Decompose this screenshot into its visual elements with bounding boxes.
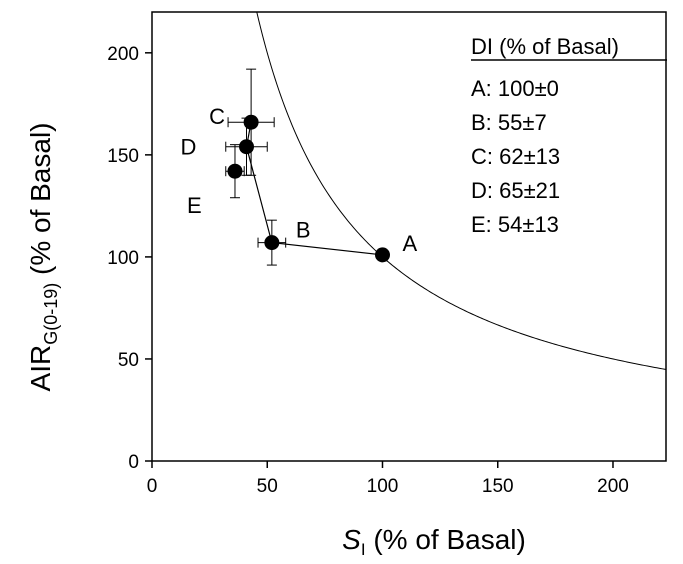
x-axis-title-main: S — [342, 524, 361, 555]
legend-entry-d: D: 65±21 — [471, 178, 560, 203]
y-tick-label: 50 — [118, 350, 139, 371]
y-tick-label: 100 — [107, 248, 139, 269]
legend-entry-a: A: 100±0 — [471, 76, 559, 101]
y-axis-title-main: AIR — [25, 345, 56, 392]
tick-label-layer: 0 50 100 150 200 0 50 100 150 200 — [107, 44, 629, 497]
x-tick-label: 200 — [597, 476, 629, 497]
y-axis-title-rest: (% of Basal) — [25, 123, 56, 283]
y-axis-title-subscript: G(0-19) — [41, 283, 61, 345]
x-tick-label: 0 — [147, 476, 158, 497]
connecting-line-layer — [245, 122, 383, 256]
data-point-d — [239, 139, 255, 155]
point-label-a: A — [402, 231, 417, 256]
data-point-b — [264, 235, 280, 251]
x-tick-label: 100 — [367, 476, 399, 497]
connecting-line — [245, 122, 383, 256]
x-tick-label: 150 — [482, 476, 514, 497]
axis-layer — [145, 11, 667, 468]
y-tick-label: 0 — [128, 452, 139, 473]
y-axis-title: AIRG(0-19) (% of Basal) — [25, 123, 61, 392]
data-point-a — [374, 247, 390, 263]
x-tick-label: 50 — [257, 476, 278, 497]
legend-entry-c: C: 62±13 — [471, 144, 560, 169]
x-axis-title-subscript: I — [361, 540, 366, 559]
data-point-c — [243, 114, 259, 130]
x-axis-title: SI (% of Basal) — [342, 524, 526, 559]
curve-layer — [256, 11, 667, 370]
point-label-c: C — [209, 104, 225, 129]
y-tick-label: 200 — [107, 44, 139, 65]
legend-entry-b: B: 55±7 — [471, 110, 547, 135]
point-layer: A B CD E — [181, 104, 417, 263]
legend-entry-e: E: 54±13 — [471, 212, 559, 237]
legend-title: DI (% of Basal) — [471, 34, 619, 59]
x-axis-title-rest: (% of Basal) — [366, 524, 526, 555]
point-label-b: B — [296, 218, 311, 243]
y-tick-label: 150 — [107, 146, 139, 167]
plot-frame — [151, 11, 667, 462]
data-point-e — [227, 163, 243, 179]
legend: DI (% of Basal) A: 100±0 B: 55±7 C: 62±1… — [471, 34, 667, 237]
point-label-d: D — [181, 135, 197, 160]
point-label-e: E — [187, 193, 202, 218]
reference-curve — [256, 11, 667, 370]
